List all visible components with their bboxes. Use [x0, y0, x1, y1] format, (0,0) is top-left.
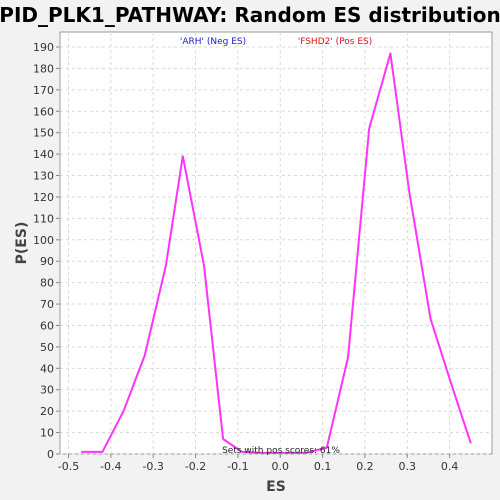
y-tick-label: 190 [33, 41, 54, 54]
y-tick-label: 170 [33, 84, 54, 97]
series-line [81, 52, 472, 454]
y-tick-label: 70 [40, 298, 54, 311]
y-tick-label: 40 [40, 362, 54, 375]
grid [60, 32, 492, 455]
y-tick-label: 160 [33, 105, 54, 118]
x-axis-label: ES [266, 479, 286, 495]
x-tick-label: -0.5 [58, 460, 79, 473]
axis-ticks: -0.5 -0.4 -0.3 -0.2 -0.1 0.0 0.1 0.2 0.3 0.4 0 10 20… [33, 41, 458, 473]
x-tick-label: 0.0 [271, 460, 289, 473]
y-tick-label: 110 [33, 212, 54, 225]
x-tick-label: 0.1 [314, 460, 332, 473]
x-tick-label: -0.1 [227, 460, 248, 473]
y-tick-label: 90 [40, 255, 54, 268]
y-tick-label: 80 [40, 277, 54, 290]
y-tick-label: 100 [33, 234, 54, 247]
y-tick-label: 130 [33, 170, 54, 183]
y-tick-label: 150 [33, 127, 54, 140]
chart-title: PID_PLK1_PATHWAY: Random ES distribution [0, 3, 500, 27]
y-tick-label: 60 [40, 319, 54, 332]
x-tick-label: 0.4 [441, 460, 459, 473]
y-tick-label: 50 [40, 341, 54, 354]
plot-area [59, 31, 493, 455]
series-group [81, 52, 472, 454]
y-axis-label: P(ES) [14, 222, 30, 265]
y-tick-label: 20 [40, 405, 54, 418]
y-tick-label: 30 [40, 384, 54, 397]
y-tick-label: 120 [33, 191, 54, 204]
x-tick-label: 0.2 [356, 460, 374, 473]
x-tick-label: -0.3 [142, 460, 163, 473]
pos-scores-footer: Sets with pos scores: 61% [222, 446, 340, 456]
neg-es-annotation: 'ARH' (Neg ES) [180, 37, 246, 47]
x-tick-label: -0.4 [100, 460, 121, 473]
x-tick-label: 0.3 [399, 460, 417, 473]
y-tick-label: 10 [40, 427, 54, 440]
y-tick-label: 0 [47, 448, 54, 461]
pos-es-annotation: 'FSHD2' (Pos ES) [298, 37, 373, 47]
x-tick-label: -0.2 [185, 460, 206, 473]
y-tick-label: 180 [33, 62, 54, 75]
y-tick-label: 140 [33, 148, 54, 161]
